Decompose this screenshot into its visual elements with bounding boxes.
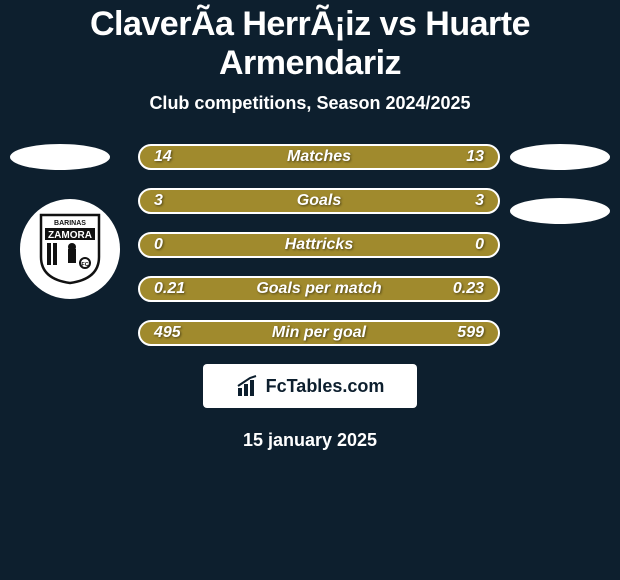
crest-shield-icon: BARINAS ZAMORA FC <box>39 213 101 285</box>
stat-row: 14 Matches 13 <box>138 144 500 170</box>
content: BARINAS ZAMORA FC 14 Matches 13 <box>0 144 620 451</box>
stat-label: Hattricks <box>140 236 498 254</box>
subtitle: Club competitions, Season 2024/2025 <box>0 93 620 114</box>
source-label: FcTables.com <box>266 376 385 397</box>
comparison-card: ClaverÃ­a HerrÃ¡iz vs Huarte Armendariz … <box>0 0 620 580</box>
player-left-placeholder-1 <box>10 144 110 170</box>
stat-bars: 14 Matches 13 3 Goals 3 0 Hattricks 0 0.… <box>138 144 500 346</box>
stat-label: Min per goal <box>140 324 498 342</box>
crest-sub: FC <box>81 262 88 268</box>
crest-name: ZAMORA <box>48 230 92 241</box>
stat-label: Matches <box>140 148 498 166</box>
club-crest: BARINAS ZAMORA FC <box>20 199 120 299</box>
stat-row: 3 Goals 3 <box>138 188 500 214</box>
page-title: ClaverÃ­a HerrÃ¡iz vs Huarte Armendariz <box>0 0 620 83</box>
stat-label: Goals <box>140 192 498 210</box>
date-label: 15 january 2025 <box>0 430 620 451</box>
stat-row: 0 Hattricks 0 <box>138 232 500 258</box>
stat-row: 495 Min per goal 599 <box>138 320 500 346</box>
source-box[interactable]: FcTables.com <box>203 364 417 408</box>
crest-top-text: BARINAS <box>54 220 86 227</box>
stat-row: 0.21 Goals per match 0.23 <box>138 276 500 302</box>
player-right-placeholder-2 <box>510 198 610 224</box>
bar-chart-icon <box>236 374 260 398</box>
stat-label: Goals per match <box>140 280 498 298</box>
player-right-placeholder-1 <box>510 144 610 170</box>
